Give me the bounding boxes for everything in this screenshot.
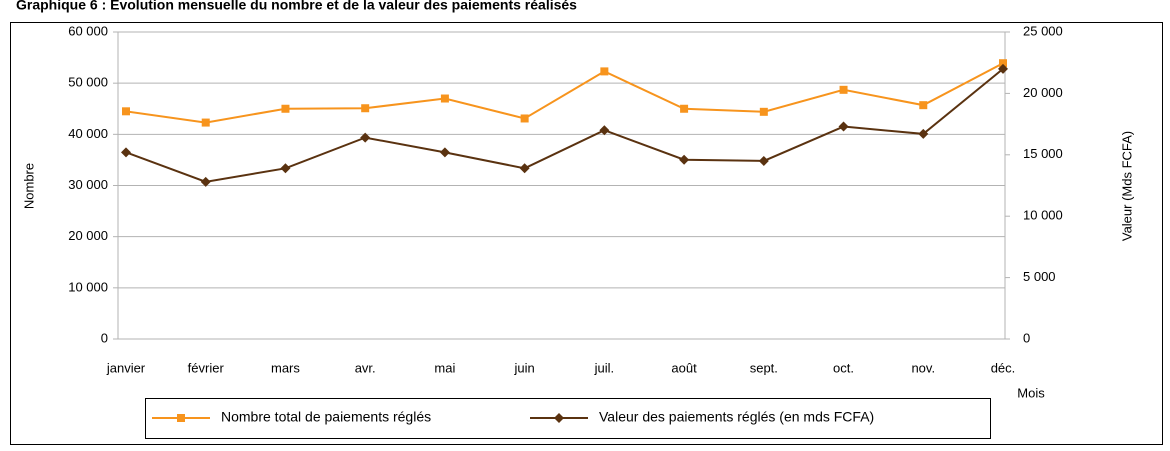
chart-title: Graphique 6 : Évolution mensuelle du nom…: [16, 0, 577, 13]
data-point: [121, 147, 131, 158]
x-tick-label: avr.: [355, 360, 376, 375]
data-point: [439, 147, 450, 158]
y-tick-label: 40 000: [68, 126, 108, 141]
data-point: [998, 63, 1008, 74]
y-tick-label: 20 000: [68, 228, 108, 243]
y-tick-label: 30 000: [68, 177, 108, 192]
y-tick-label: 0: [101, 330, 108, 345]
y2-tick-label: 10 000: [1023, 208, 1063, 223]
x-tick-label: août: [671, 360, 697, 375]
x-tick-label: février: [188, 360, 225, 375]
x-tick-label: oct.: [833, 360, 854, 375]
y2-tick-label: 15 000: [1023, 146, 1063, 161]
x-tick-label: sept.: [750, 360, 778, 375]
legend-marker: [554, 413, 564, 423]
x-tick-label: janvier: [106, 360, 146, 375]
x-axis-title: Mois: [1017, 385, 1045, 400]
data-point: [440, 94, 449, 103]
data-point: [918, 128, 929, 139]
x-tick-label: mai: [434, 360, 455, 375]
legend-label: Nombre total de paiements réglés: [221, 409, 431, 425]
data-point: [599, 125, 610, 136]
x-tick-label: juil.: [594, 360, 615, 375]
data-point: [758, 155, 769, 166]
x-tick-label: déc.: [991, 360, 1016, 375]
data-point: [519, 163, 530, 174]
x-tick-label: juin: [514, 360, 535, 375]
data-point: [999, 59, 1007, 68]
data-point: [679, 154, 690, 165]
data-point: [759, 107, 768, 116]
data-point: [839, 85, 848, 94]
data-point: [281, 104, 290, 113]
data-point: [122, 107, 130, 116]
series-line: [125, 68, 1004, 183]
y-tick-label: 60 000: [68, 23, 108, 38]
series-line: [125, 62, 1004, 124]
y-tick-label: 10 000: [68, 279, 108, 294]
y2-axis-title: Valeur (Mds FCFA): [1119, 131, 1134, 241]
data-point: [200, 176, 211, 187]
x-tick-label: mars: [271, 360, 300, 375]
y-tick-label: 50 000: [68, 75, 108, 90]
legend-label: Valeur des paiements réglés (en mds FCFA…: [599, 409, 874, 425]
y2-tick-label: 20 000: [1023, 85, 1063, 100]
legend-marker: [177, 414, 185, 422]
y2-tick-label: 25 000: [1023, 23, 1063, 38]
chart-border: [10, 22, 1163, 445]
data-point: [361, 104, 370, 113]
x-tick-label: nov.: [911, 360, 935, 375]
data-point: [600, 67, 609, 76]
data-point: [201, 118, 210, 127]
y2-tick-label: 5 000: [1023, 269, 1056, 284]
data-point: [360, 132, 371, 143]
data-point: [520, 114, 529, 123]
data-point: [680, 104, 689, 113]
y-axis-title: Nombre: [21, 163, 36, 209]
data-point: [280, 163, 291, 174]
data-point: [838, 121, 849, 132]
y2-tick-label: 0: [1023, 330, 1030, 345]
data-point: [919, 101, 928, 110]
